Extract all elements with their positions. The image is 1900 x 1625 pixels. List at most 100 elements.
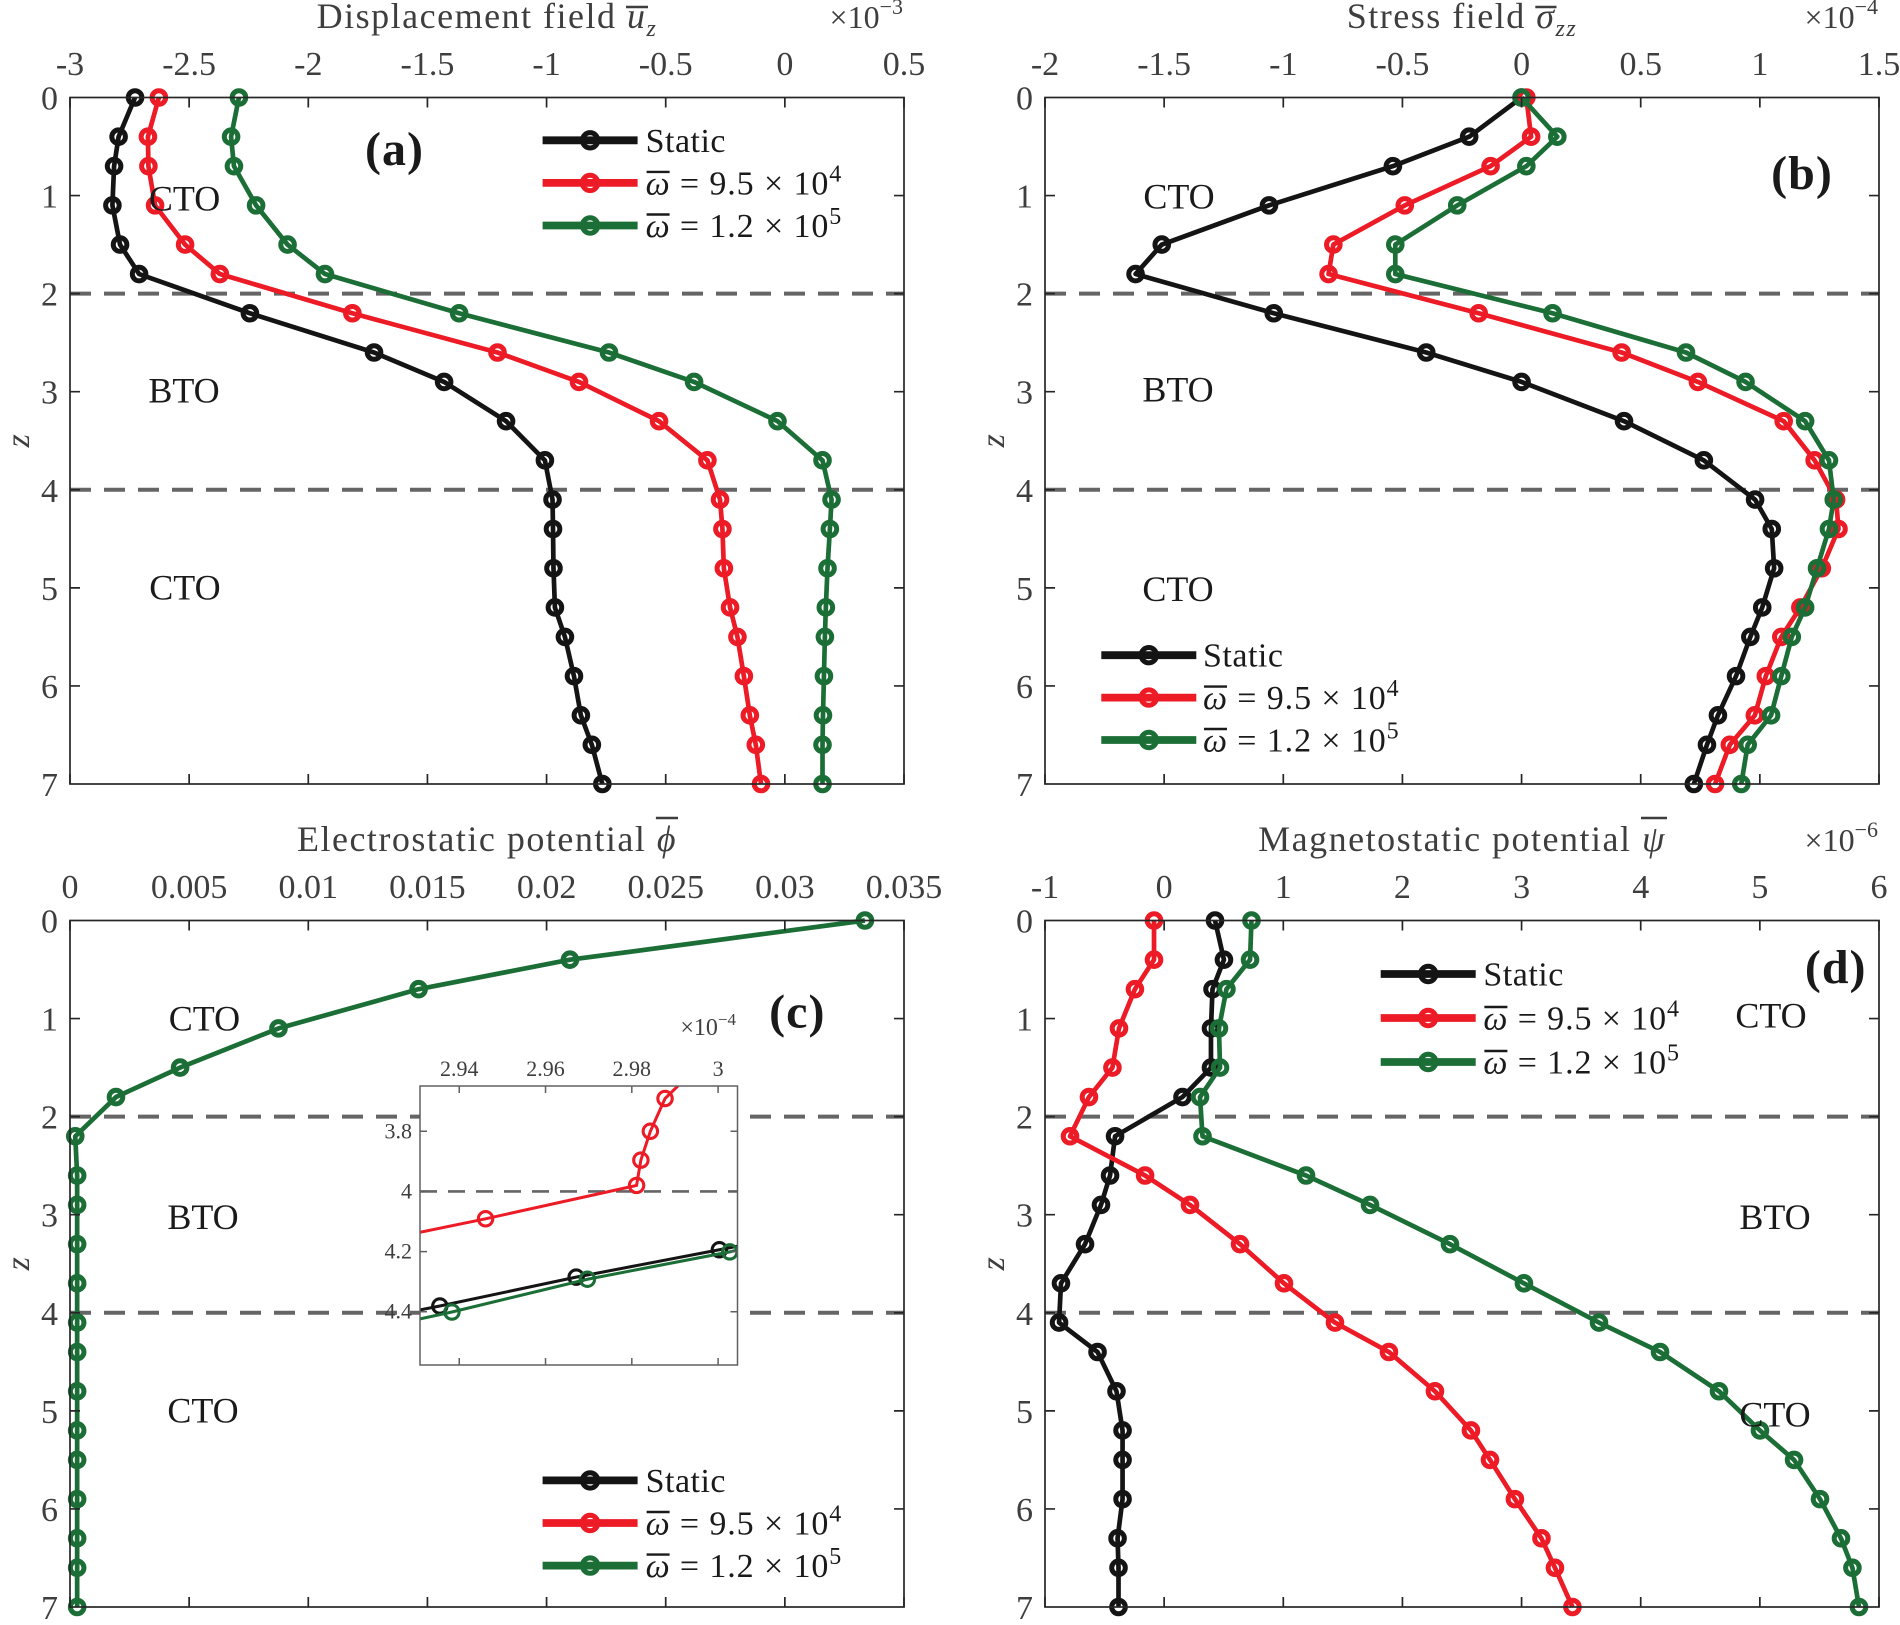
svg-text:ω = 9.5 × 104: ω = 9.5 × 104 (1483, 997, 1680, 1038)
svg-text:0: 0 (41, 904, 58, 941)
svg-text:2: 2 (1016, 277, 1033, 314)
svg-text:-1: -1 (532, 46, 560, 83)
svg-text:Static: Static (1483, 957, 1563, 994)
svg-text:4: 4 (1632, 869, 1649, 906)
svg-text:6: 6 (41, 669, 58, 706)
svg-text:3: 3 (1513, 869, 1530, 906)
svg-text:CTO: CTO (1735, 996, 1806, 1036)
svg-text:-0.5: -0.5 (1376, 46, 1430, 83)
svg-text:-1.5: -1.5 (401, 46, 455, 83)
svg-text:z: z (975, 1257, 1012, 1271)
svg-text:z: z (0, 1257, 37, 1271)
svg-text:CTO: CTO (149, 568, 220, 608)
svg-text:(a): (a) (365, 123, 424, 176)
svg-text:0.035: 0.035 (866, 869, 943, 906)
svg-text:-1: -1 (1031, 869, 1059, 906)
svg-text:CTO: CTO (149, 179, 220, 219)
svg-text:7: 7 (1016, 767, 1033, 804)
svg-text:ω = 1.2 × 105: ω = 1.2 × 105 (1483, 1041, 1680, 1082)
svg-text:2: 2 (41, 1100, 58, 1137)
svg-text:Electrostatic potential ϕ: Electrostatic potential ϕ (297, 819, 677, 859)
svg-text:1: 1 (1275, 869, 1292, 906)
svg-text:7: 7 (41, 1590, 58, 1620)
svg-text:6: 6 (41, 1492, 58, 1529)
svg-text:0: 0 (62, 869, 79, 906)
svg-text:5: 5 (41, 1394, 58, 1431)
svg-text:-3: -3 (56, 46, 84, 83)
svg-text:2: 2 (1016, 1100, 1033, 1137)
svg-text:0.5: 0.5 (883, 46, 926, 83)
svg-text:Static: Static (1203, 638, 1283, 675)
svg-text:1: 1 (1016, 1002, 1033, 1039)
svg-text:4: 4 (1016, 1296, 1033, 1333)
svg-text:Displacement field uz: Displacement field uz (317, 0, 658, 42)
svg-text:CTO: CTO (169, 999, 240, 1039)
svg-text:0: 0 (1016, 904, 1033, 941)
svg-text:1.5: 1.5 (1858, 46, 1900, 83)
svg-text:1: 1 (1751, 46, 1768, 83)
svg-text:0: 0 (41, 81, 58, 118)
svg-text:2: 2 (41, 277, 58, 314)
svg-text:4: 4 (41, 473, 58, 510)
svg-text:3: 3 (41, 1198, 58, 1235)
svg-text:CTO: CTO (1143, 176, 1214, 216)
svg-text:6: 6 (1871, 869, 1888, 906)
svg-text:BTO: BTO (148, 370, 219, 410)
svg-text:(b): (b) (1771, 147, 1833, 200)
svg-text:3: 3 (1016, 375, 1033, 412)
svg-text:6: 6 (1016, 1492, 1033, 1529)
svg-text:2: 2 (1394, 869, 1411, 906)
svg-text:2.98: 2.98 (613, 1056, 652, 1081)
svg-text:ω = 9.5 × 104: ω = 9.5 × 104 (646, 1502, 843, 1543)
svg-text:BTO: BTO (167, 1197, 238, 1237)
svg-text:0.025: 0.025 (627, 869, 704, 906)
svg-text:(c): (c) (769, 986, 825, 1039)
svg-text:3: 3 (713, 1056, 724, 1081)
svg-text:-2: -2 (1031, 46, 1059, 83)
svg-text:1: 1 (41, 179, 58, 216)
svg-text:0: 0 (1156, 869, 1173, 906)
svg-text:ω = 9.5 × 104: ω = 9.5 × 104 (646, 161, 843, 202)
svg-text:BTO: BTO (1142, 369, 1213, 409)
svg-text:1: 1 (1016, 179, 1033, 216)
svg-text:-0.5: -0.5 (639, 46, 693, 83)
svg-text:z: z (0, 434, 37, 448)
svg-text:0.02: 0.02 (517, 869, 577, 906)
svg-text:2.96: 2.96 (526, 1056, 565, 1081)
svg-text:×10−6: ×10−6 (1805, 817, 1878, 858)
svg-text:0.005: 0.005 (151, 869, 228, 906)
svg-text:0.03: 0.03 (755, 869, 815, 906)
svg-text:0.015: 0.015 (389, 869, 466, 906)
svg-text:4: 4 (401, 1178, 412, 1203)
svg-text:0.01: 0.01 (279, 869, 339, 906)
svg-text:Static: Static (646, 1463, 726, 1500)
svg-text:5: 5 (41, 571, 58, 608)
svg-text:CTO: CTO (1739, 1394, 1810, 1434)
svg-text:0: 0 (776, 46, 793, 83)
svg-text:7: 7 (1016, 1590, 1033, 1620)
svg-text:ω = 1.2 × 105: ω = 1.2 × 105 (646, 1544, 843, 1585)
svg-text:5: 5 (1016, 1394, 1033, 1431)
svg-text:ω = 1.2 × 105: ω = 1.2 × 105 (646, 204, 843, 245)
svg-text:-1.5: -1.5 (1137, 46, 1191, 83)
svg-text:CTO: CTO (1142, 569, 1213, 609)
svg-text:0: 0 (1016, 81, 1033, 118)
svg-text:3: 3 (41, 375, 58, 412)
svg-text:-2: -2 (294, 46, 322, 83)
svg-text:CTO: CTO (167, 1391, 238, 1431)
svg-text:5: 5 (1016, 571, 1033, 608)
svg-text:4: 4 (41, 1296, 58, 1333)
svg-text:4.2: 4.2 (385, 1239, 413, 1264)
svg-text:-2.5: -2.5 (162, 46, 216, 83)
svg-text:2.94: 2.94 (440, 1056, 479, 1081)
svg-text:3: 3 (1016, 1198, 1033, 1235)
svg-text:Magnetostatic potential ψ: Magnetostatic potential ψ (1258, 819, 1666, 859)
svg-text:0: 0 (1513, 46, 1530, 83)
svg-text:4.4: 4.4 (385, 1299, 413, 1324)
svg-text:0.5: 0.5 (1619, 46, 1662, 83)
svg-text:(d): (d) (1805, 941, 1867, 994)
svg-text:5: 5 (1751, 869, 1768, 906)
svg-text:BTO: BTO (1739, 1197, 1810, 1237)
svg-text:1: 1 (41, 1002, 58, 1039)
svg-text:-1: -1 (1269, 46, 1297, 83)
